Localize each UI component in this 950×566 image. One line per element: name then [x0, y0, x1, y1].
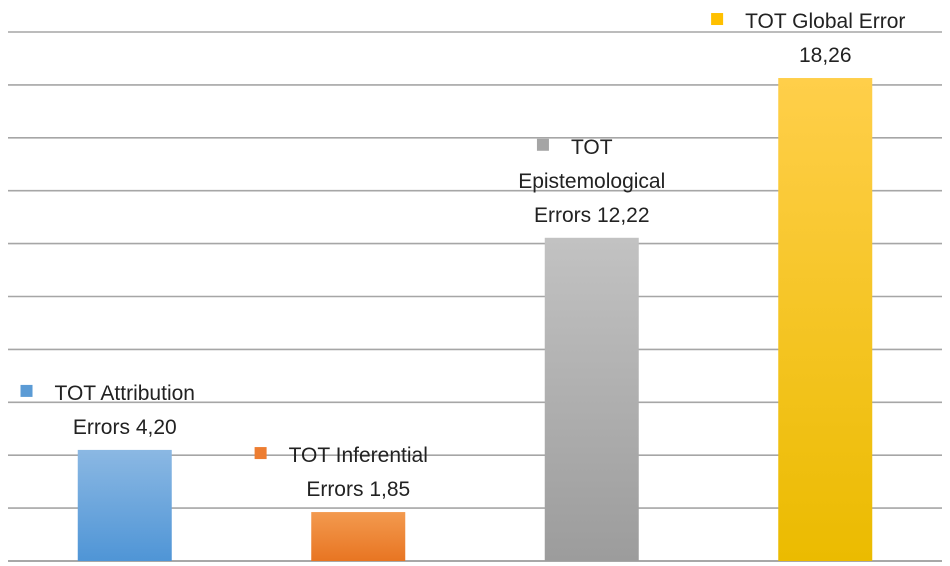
bar-3 [544, 237, 639, 561]
data-label-text: TOT Inferential [289, 444, 428, 467]
data-label-text: Errors 12,22 [534, 204, 650, 227]
legend-key-4 [711, 13, 724, 26]
bar-1 [77, 449, 172, 561]
data-label-text: Epistemological [518, 170, 665, 193]
data-label-text: Errors 4,20 [73, 416, 177, 439]
legend-key-2 [254, 447, 267, 460]
data-label-text: TOT [571, 136, 613, 159]
bar-2 [311, 512, 406, 561]
data-labels: TOT Attribution Errors 4,20 TOT Inferentia… [20, 10, 905, 501]
legend-key-3 [536, 138, 549, 151]
data-label-4: TOT Global Error 18,26 [711, 10, 905, 67]
bars [77, 78, 873, 561]
data-label-text: 18,26 [799, 44, 852, 67]
bar-4 [778, 78, 873, 561]
data-label-text: TOT Global Error [745, 10, 905, 33]
data-label-text: TOT Attribution [55, 382, 195, 405]
legend-key-1 [20, 384, 33, 397]
data-label-text: Errors 1,85 [306, 478, 410, 501]
data-label-1: TOT Attribution Errors 4,20 [20, 382, 195, 439]
data-label-2: TOT Inferential Errors 1,85 [254, 444, 428, 501]
data-label-3: TOT Epistemological Errors 12,22 [518, 136, 665, 227]
